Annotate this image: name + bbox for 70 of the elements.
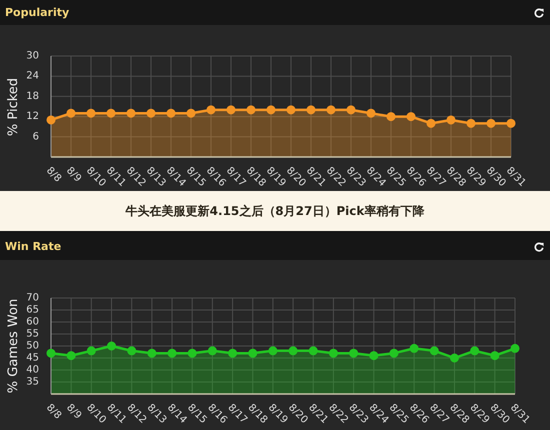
point bbox=[410, 344, 419, 353]
point bbox=[470, 346, 480, 356]
point bbox=[188, 348, 197, 358]
point bbox=[127, 346, 136, 356]
x-tick-label: 8/8 bbox=[44, 165, 64, 184]
point bbox=[86, 108, 96, 118]
y-tick-label: 24 bbox=[26, 70, 39, 82]
point bbox=[389, 348, 398, 358]
point bbox=[430, 346, 439, 356]
y-tick-label: 60 bbox=[26, 316, 39, 328]
point bbox=[147, 348, 156, 358]
point bbox=[66, 351, 76, 360]
point bbox=[228, 348, 238, 358]
point bbox=[146, 108, 156, 118]
point bbox=[166, 108, 176, 118]
point bbox=[510, 344, 520, 353]
y-tick-label: 35 bbox=[26, 376, 39, 388]
point bbox=[208, 346, 217, 356]
point bbox=[248, 348, 258, 358]
point bbox=[328, 348, 338, 358]
point bbox=[506, 118, 516, 128]
y-tick-label: 40 bbox=[26, 364, 39, 376]
point bbox=[426, 118, 436, 128]
point bbox=[246, 105, 256, 114]
point bbox=[446, 115, 456, 124]
point bbox=[366, 108, 376, 118]
x-tick-label: 8/9 bbox=[64, 402, 84, 422]
y-tick-label: 18 bbox=[26, 90, 39, 102]
point bbox=[369, 351, 378, 360]
point bbox=[268, 346, 278, 356]
y-tick-label: 70 bbox=[26, 292, 39, 304]
point bbox=[406, 112, 416, 122]
point bbox=[86, 346, 96, 356]
point bbox=[186, 108, 196, 118]
point bbox=[226, 105, 236, 114]
point bbox=[46, 348, 56, 358]
point bbox=[107, 342, 116, 350]
y-tick-label: 12 bbox=[26, 111, 39, 122]
text: 牛头在美服更新4.15之后（8月27日）Pick率稍有下降 bbox=[126, 202, 424, 220]
point bbox=[308, 346, 318, 356]
point bbox=[288, 346, 298, 356]
point bbox=[346, 105, 356, 114]
point bbox=[326, 105, 336, 114]
point bbox=[206, 105, 216, 114]
x-tick-label: 8/8 bbox=[44, 402, 64, 422]
y-tick-label: 65 bbox=[26, 304, 39, 316]
point bbox=[450, 354, 459, 362]
point bbox=[486, 118, 496, 128]
point bbox=[126, 108, 136, 118]
point bbox=[466, 118, 476, 128]
y-tick-label: 30 bbox=[26, 50, 39, 62]
y-axis-title: % Games Won bbox=[6, 298, 22, 394]
point bbox=[349, 348, 358, 358]
point bbox=[66, 108, 76, 118]
point bbox=[106, 108, 116, 118]
y-axis-title: % Picked bbox=[6, 77, 22, 136]
y-tick-label: 55 bbox=[26, 328, 39, 340]
point bbox=[306, 105, 316, 114]
y-tick-label: 45 bbox=[26, 352, 39, 364]
point bbox=[490, 351, 500, 360]
point bbox=[386, 112, 396, 122]
point bbox=[286, 105, 296, 114]
point bbox=[46, 115, 56, 124]
point bbox=[168, 348, 177, 358]
chart-title: Popularity bbox=[5, 5, 70, 21]
y-tick-label: 50 bbox=[26, 340, 39, 352]
y-tick-label: 6 bbox=[32, 131, 39, 142]
x-tick-label: 8/9 bbox=[64, 165, 84, 184]
chart-title: Win Rate bbox=[5, 239, 62, 255]
point bbox=[266, 105, 276, 114]
